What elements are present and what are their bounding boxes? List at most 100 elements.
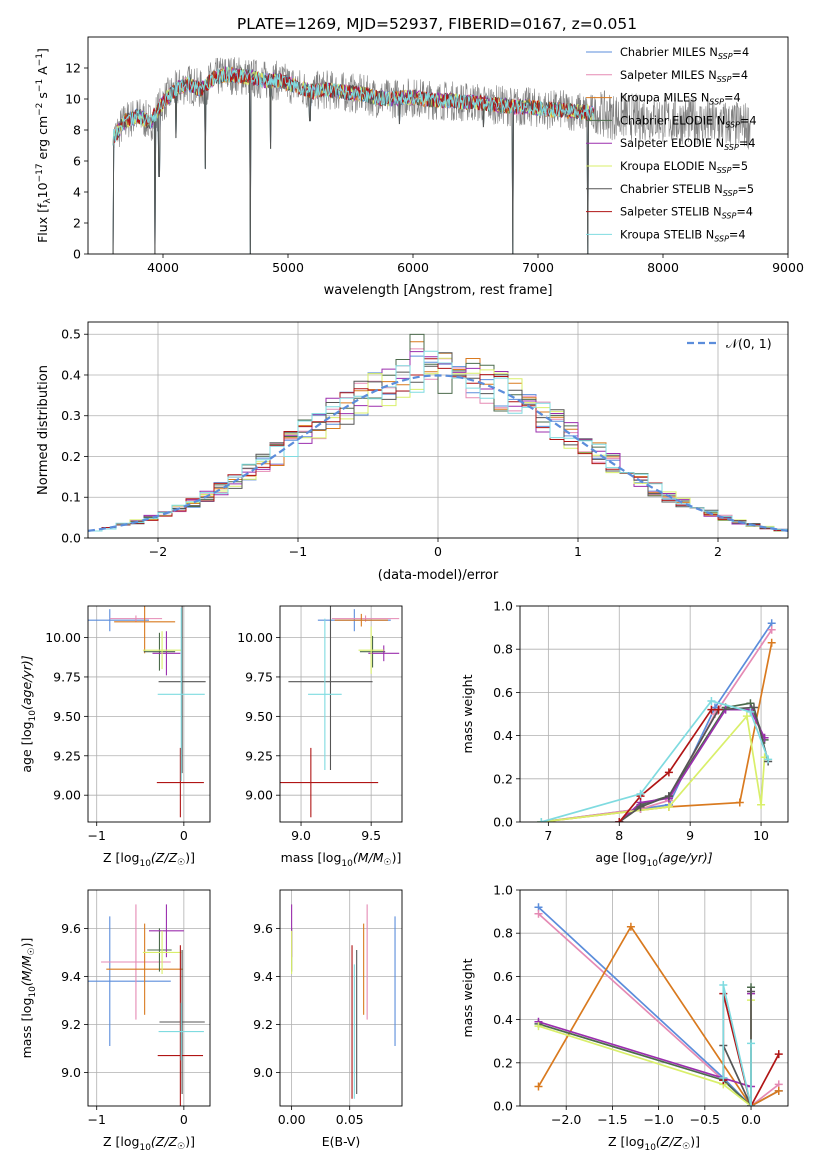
y-tick-label: 0.2 xyxy=(493,1055,513,1070)
y-tick-label: 0.6 xyxy=(493,969,513,984)
legend-series-name: Salpeter MILES xyxy=(620,69,705,82)
axes-frame xyxy=(87,36,789,255)
x-tick-label: 6000 xyxy=(397,260,429,275)
x-axis-label-sub: 10 xyxy=(647,859,659,869)
weight-point-marker xyxy=(757,800,766,809)
weight-point-marker xyxy=(742,712,751,721)
legend-entry: Kroupa MILES NSSP=4 xyxy=(620,92,741,107)
y-axis-label-sup: −17 xyxy=(35,163,45,182)
residual-histogram-step xyxy=(88,350,788,532)
y-tick-label: 0.4 xyxy=(493,728,513,743)
x-tick-label: 0 xyxy=(180,1112,188,1127)
legend-entry: Chabrier ELODIE NSSP=4 xyxy=(620,114,757,129)
figure-title: PLATE=1269, MJD=52937, FIBERID=0167, z=0… xyxy=(237,15,637,33)
x-tick-label: −1.0 xyxy=(643,1112,673,1127)
x-tick-label: 0.00 xyxy=(278,1112,306,1127)
legend-nssp-label: N xyxy=(714,183,722,196)
x-tick-label: 9 xyxy=(686,828,694,843)
y-axis-label-sub: 10 xyxy=(28,710,38,722)
weight-lines xyxy=(537,619,776,822)
y-tick-label: 10.00 xyxy=(237,630,273,645)
weight-point-marker xyxy=(664,768,673,777)
y-tick-label: 9.2 xyxy=(61,1017,81,1032)
weight-point-marker xyxy=(767,625,776,634)
legend-series-name: Chabrier MILES xyxy=(620,46,706,59)
legend-nssp-label: N xyxy=(709,46,717,59)
y-axis-label-part: ] xyxy=(35,48,50,53)
x-axis-label-main: Z [log xyxy=(103,1134,139,1149)
legend-nssp-label: N xyxy=(708,69,716,82)
x-tick-label: −1.5 xyxy=(597,1112,627,1127)
y-axis-label: Flux [fλ10−17 erg cm−2 s−1 A−1] xyxy=(35,48,53,243)
mass-vs-ebv-panel: 0.00 0.05 9.0 9.2 9.4 9.6 E(B-V) xyxy=(253,889,403,1149)
legend-entry: Salpeter ELODIE NSSP=4 xyxy=(620,137,755,152)
y-tick-label: 9.2 xyxy=(253,1017,273,1032)
legend-nssp-sub: SSP xyxy=(722,212,737,221)
legend-nssp-sub: SSP xyxy=(725,120,740,129)
weight-point-marker xyxy=(534,909,543,918)
weight-series-line xyxy=(618,706,769,822)
x-axis-label: Z [log10(Z/Z☉)] xyxy=(103,1134,195,1153)
y-axis-label-sun: ☉ xyxy=(27,947,37,955)
y-tick-label: 0.4 xyxy=(493,1012,513,1027)
weight-point-marker xyxy=(764,755,773,764)
y-axis-label-part: Flux [f xyxy=(35,203,50,243)
x-tick-label: 8000 xyxy=(647,260,679,275)
legend-nssp-value: 4 xyxy=(733,92,740,105)
weight-point-marker xyxy=(774,1086,783,1095)
y-axis-label-main: mass [log xyxy=(19,998,34,1059)
weight-point-marker xyxy=(767,638,776,647)
y-tick-label: 2 xyxy=(73,216,81,231)
x-axis-label-sun: ☉ xyxy=(682,1142,690,1152)
y-axis-label-sup: −2 xyxy=(35,103,45,116)
x-axis-label-sub: 10 xyxy=(139,1143,151,1153)
y-tick-label: 8 xyxy=(73,123,81,138)
y-tick-label: 12 xyxy=(65,61,81,76)
y-tick-label: 0.8 xyxy=(493,926,513,941)
weight-point-marker xyxy=(714,705,723,714)
x-axis-label-sub: 10 xyxy=(341,859,353,869)
weight-point-marker xyxy=(747,987,756,996)
legend-equals: = xyxy=(729,228,738,241)
legend-equals: = xyxy=(733,46,742,59)
y-tick-label: 1.0 xyxy=(493,599,513,614)
weight-point-marker xyxy=(774,1050,783,1059)
legend-entry: Salpeter MILES NSSP=4 xyxy=(620,69,748,84)
y-tick-label: 6 xyxy=(73,154,81,169)
weight-point-marker xyxy=(747,1102,756,1106)
errorbar-marks xyxy=(291,904,396,1099)
weight-point-marker xyxy=(664,792,673,801)
x-axis-label-rest: (Z/Z xyxy=(656,1134,683,1149)
legend-nssp-label: N xyxy=(708,160,716,173)
y-axis-label-part: 10 xyxy=(35,182,50,198)
legend-equals: = xyxy=(731,160,740,173)
x-tick-label: 0 xyxy=(434,544,442,559)
legend-entry: Salpeter STELIB NSSP=4 xyxy=(620,206,753,221)
y-tick-label: 9.50 xyxy=(245,709,273,724)
y-axis-label-part: s xyxy=(35,92,50,103)
y-tick-label: 0.2 xyxy=(493,771,513,786)
y-tick-label: 9.4 xyxy=(253,969,273,984)
y-tick-label: 1.0 xyxy=(493,883,513,898)
y-tick-label: 10.00 xyxy=(45,630,81,645)
legend-series-name: Chabrier ELODIE xyxy=(620,114,713,127)
x-axis-label: Z [log10(Z/Z☉)] xyxy=(103,850,195,869)
y-tick-label: 9.00 xyxy=(245,788,273,803)
weight-point-marker xyxy=(636,789,645,798)
y-tick-label: 0.0 xyxy=(493,1099,513,1114)
x-tick-label: 4000 xyxy=(147,260,179,275)
x-axis-label-main: Z [log xyxy=(608,1134,644,1149)
spectrum-lines xyxy=(112,57,751,254)
legend-equals: = xyxy=(724,92,733,105)
y-tick-label: 9.75 xyxy=(245,669,273,684)
weight-point-marker xyxy=(719,981,728,990)
weight-point-marker xyxy=(636,802,645,811)
y-tick-label: 9.00 xyxy=(53,788,81,803)
x-axis-label-rest: (age/yr)] xyxy=(658,850,713,865)
x-tick-label: −1 xyxy=(289,544,307,559)
x-tick-label: 1 xyxy=(574,544,582,559)
legend-nssp-label: N xyxy=(717,114,725,127)
x-tick-label: 0.0 xyxy=(741,1112,761,1127)
y-tick-label: 0.6 xyxy=(493,685,513,700)
